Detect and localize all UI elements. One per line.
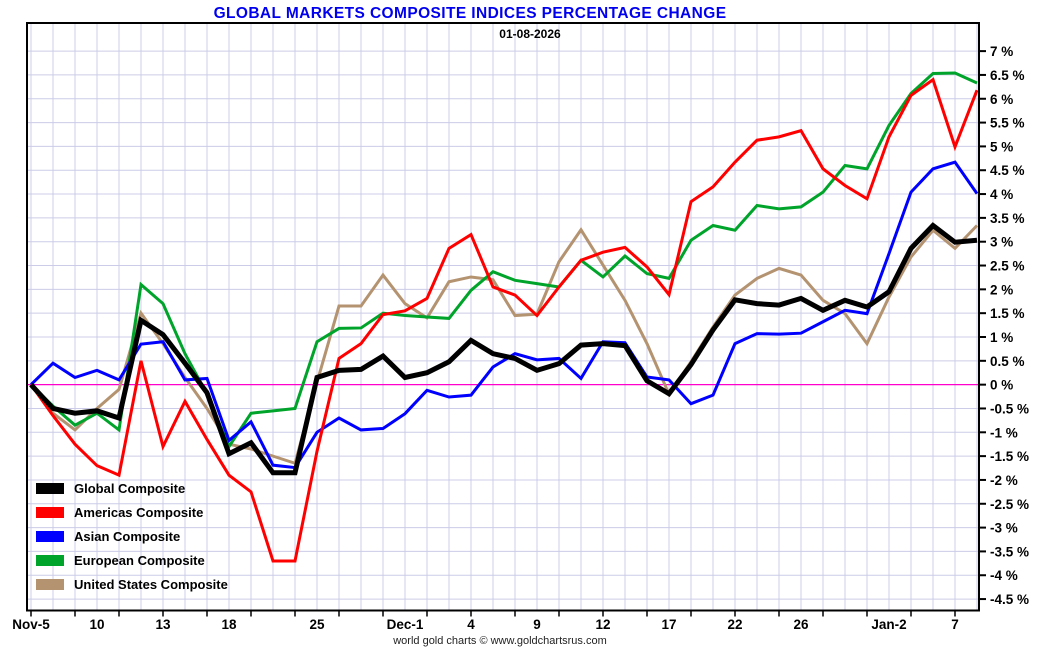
legend-label: United States Composite (74, 576, 228, 592)
legend-item-americas: Americas Composite (36, 500, 228, 524)
y-tick-label: 2.5 % (990, 259, 1025, 274)
legend-item-asian: Asian Composite (36, 524, 228, 548)
global-composite-swatch (36, 482, 64, 494)
y-tick-label: 5.5 % (990, 116, 1025, 131)
legend-label: Global Composite (74, 480, 186, 496)
series-line-americas-composite (29, 77, 979, 563)
y-tick-label: 3 % (990, 235, 1013, 250)
y-tick-label: -1 % (990, 425, 1018, 440)
legend-label: Asian Composite (74, 528, 181, 544)
y-tick-label: 0 % (990, 378, 1013, 393)
y-tick-label: 2 % (990, 282, 1013, 297)
y-tick-label: 0.5 % (990, 354, 1025, 369)
legend-label: European Composite (74, 552, 205, 568)
series-line-european-composite (29, 71, 978, 450)
x-tick-label: 18 (221, 617, 237, 632)
y-tick-label: -4.5 % (990, 592, 1029, 607)
x-tick-label: 7 (951, 617, 959, 632)
x-tick-label: Nov-5 (12, 617, 50, 632)
plot-border (26, 22, 980, 612)
y-tick-label: -2 % (990, 473, 1018, 488)
x-tick-label: Dec-1 (387, 617, 424, 632)
legend-item-global: Global Composite (36, 476, 228, 500)
y-tick-label: -2.5 % (990, 497, 1029, 512)
y-tick-label: 1 % (990, 330, 1013, 345)
x-tick-label: 13 (155, 617, 171, 632)
y-tick-label: 6 % (990, 92, 1013, 107)
y-tick-label: -0.5 % (990, 401, 1029, 416)
chart-date-subtitle: 01-08-2026 (499, 27, 561, 41)
legend-item-european: European Composite (36, 548, 228, 572)
x-tick-label: 26 (793, 617, 809, 632)
source-attribution: world gold charts © www.goldchartsrus.co… (393, 635, 607, 647)
y-tick-label: -3 % (990, 521, 1018, 536)
european-composite-swatch (36, 554, 64, 566)
y-tick-label: 4.5 % (990, 163, 1025, 178)
x-tick-label: 25 (309, 617, 325, 632)
y-tick-label: -4 % (990, 568, 1018, 583)
chart-title: GLOBAL MARKETS COMPOSITE INDICES PERCENT… (213, 5, 727, 22)
y-tick-label: 4 % (990, 187, 1013, 202)
series-line-global-composite (29, 222, 978, 476)
legend: Global Composite Americas Composite Asia… (36, 476, 228, 596)
y-tick-label: 1.5 % (990, 306, 1025, 321)
x-tick-label: 4 (467, 617, 475, 632)
y-tick-label: 6.5 % (990, 68, 1025, 83)
asian-composite-swatch (36, 530, 64, 542)
series-line-asian-composite (29, 160, 979, 470)
y-tick-label: 5 % (990, 139, 1013, 154)
americas-composite-swatch (36, 506, 64, 518)
y-tick-label: -3.5 % (990, 544, 1029, 559)
y-tick-label: 7 % (990, 44, 1013, 59)
series-line-united-states-composite (29, 224, 979, 466)
legend-label: Americas Composite (74, 504, 204, 520)
x-tick-label: Jan-2 (871, 617, 906, 632)
x-tick-label: 17 (661, 617, 676, 632)
x-tick-label: 12 (595, 617, 610, 632)
united-states-composite-swatch (36, 578, 64, 590)
y-tick-label: -1.5 % (990, 449, 1029, 464)
legend-item-united-states: United States Composite (36, 572, 228, 596)
x-tick-label: 10 (89, 617, 104, 632)
x-tick-label: 9 (533, 617, 541, 632)
x-tick-label: 22 (727, 617, 742, 632)
y-tick-label: 3.5 % (990, 211, 1025, 226)
